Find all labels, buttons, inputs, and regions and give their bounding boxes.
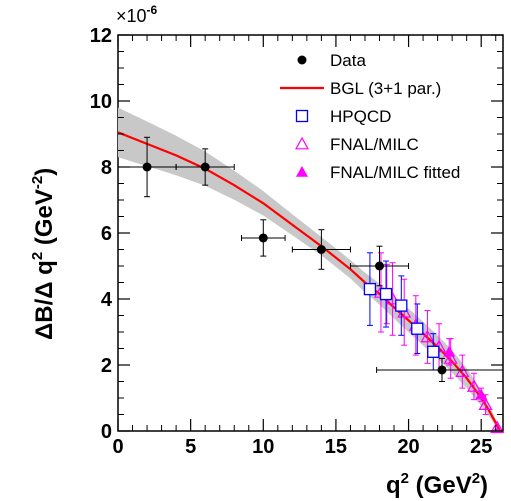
fnal-milc-point: [478, 397, 493, 410]
legend-swatch: [294, 136, 310, 150]
x-tick-label: 10: [252, 436, 274, 458]
fit-uncertainty-band: [118, 107, 501, 431]
hpqcd-point: [411, 322, 424, 335]
data-point: [437, 365, 447, 375]
fnal-milc-fitted-point: [475, 388, 488, 400]
x-tick-label: 5: [185, 436, 196, 458]
y-tick-label: 12: [90, 25, 112, 47]
legend: Data BGL (3+1 par.) HPQCD FNAL/MILC FNAL/MIL…: [280, 51, 460, 182]
legend-label: FNAL/MILC: [330, 135, 419, 154]
y-tick-label: 4: [101, 289, 113, 311]
data-point: [375, 261, 385, 271]
fnal-milc-point: [420, 329, 435, 343]
y-tick-label: 2: [101, 355, 112, 377]
fnal-milc-point: [455, 364, 470, 377]
y-tick-label: 10: [90, 91, 112, 113]
y-tick-label: 8: [101, 157, 112, 179]
x-axis-title: q2 (GeV2): [386, 470, 488, 499]
tick-labels-group: 0 5 10 15 20 25 0 2 4 6 8 10 12: [90, 25, 493, 458]
hpqcd-point: [379, 287, 393, 301]
y-tick-label: 0: [101, 421, 112, 443]
x-tick-label: 0: [112, 436, 123, 458]
data-point: [142, 162, 152, 172]
legend-label: HPQCD: [330, 107, 391, 126]
fnal-milc-point: [466, 379, 481, 392]
x-tick-label: 20: [397, 436, 419, 458]
hpqcd-point: [427, 345, 440, 358]
legend-label: BGL (3+1 par.): [330, 79, 441, 98]
legend-swatch: [295, 109, 309, 123]
legend-label: FNAL/MILC fitted: [330, 163, 460, 182]
y-multiplier: ×10-6: [116, 3, 158, 26]
hpqcd-point: [395, 299, 408, 312]
y-axis-title: ΔB/Δ q2 (GeV-2): [29, 168, 58, 340]
fnal-milc-point: [443, 351, 458, 364]
y-tick-label: 6: [101, 223, 112, 245]
data-point: [316, 245, 326, 254]
fit-band: [118, 107, 501, 431]
legend-swatch: [297, 55, 307, 65]
x-tick-label: 15: [325, 436, 347, 458]
fnal-milc-fitted-point: [443, 345, 456, 357]
legend-swatch: [296, 166, 308, 177]
axis-ticks-group: [117, 34, 503, 432]
data-point: [258, 233, 268, 243]
fnal-milc-point: [490, 420, 505, 434]
legend-label: Data: [330, 51, 366, 70]
data-points-group: [117, 136, 505, 434]
x-tick-label: 25: [470, 436, 492, 458]
hpqcd-point: [363, 282, 377, 296]
data-point: [200, 162, 210, 172]
